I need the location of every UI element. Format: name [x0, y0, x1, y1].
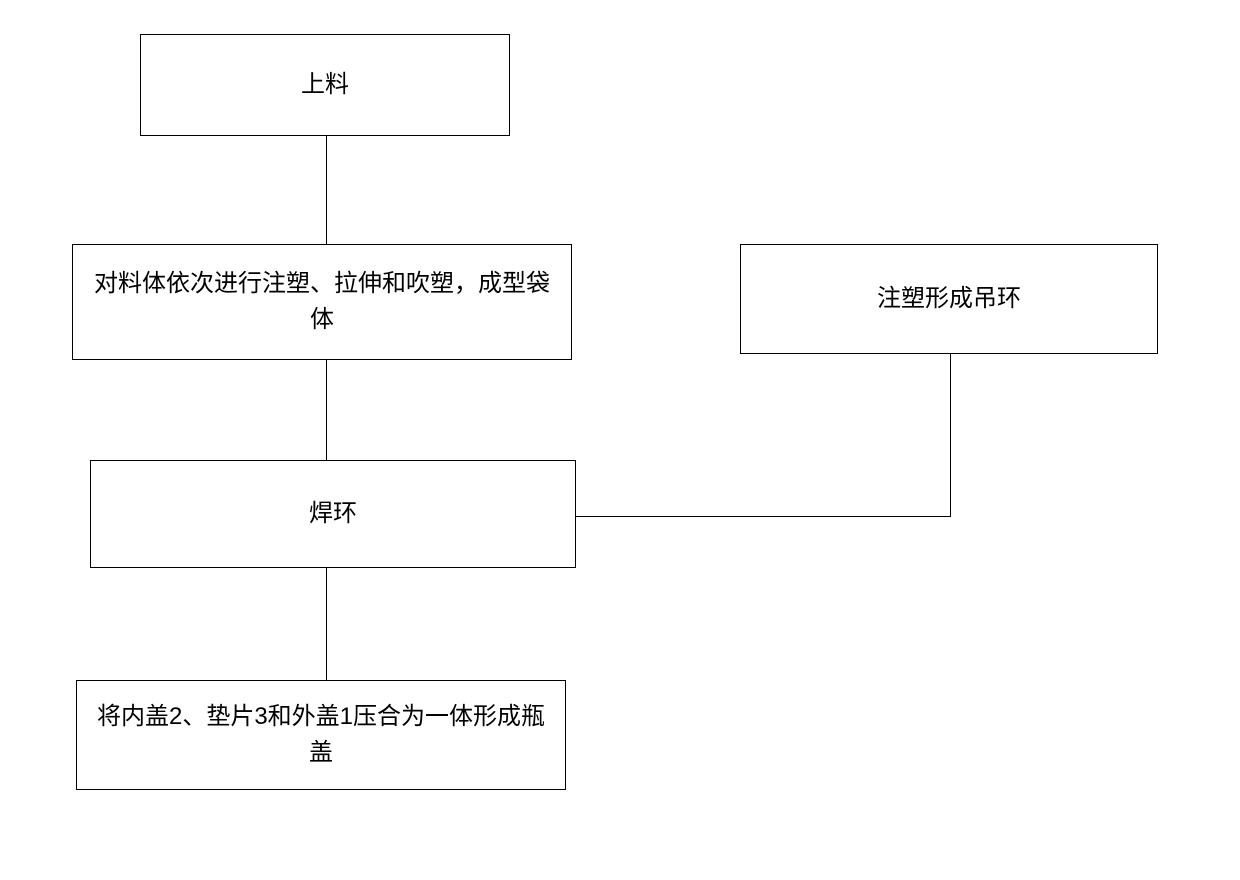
- node-label: 注塑形成吊环: [877, 281, 1021, 317]
- connector-2-4: [326, 360, 327, 460]
- flowchart-node-3: 注塑形成吊环: [740, 244, 1158, 354]
- flowchart-node-1: 上料: [140, 34, 510, 136]
- node-label: 上料: [301, 67, 349, 103]
- connector-1-2: [326, 136, 327, 244]
- flowchart-node-5: 将内盖2、垫片3和外盖1压合为一体形成瓶盖: [76, 680, 566, 790]
- flowchart-container: 上料 对料体依次进行注塑、拉伸和吹塑，成型袋体 注塑形成吊环 焊环 将内盖2、垫…: [0, 0, 1240, 880]
- connector-4-5: [326, 568, 327, 680]
- flowchart-node-4: 焊环: [90, 460, 576, 568]
- connector-3-4-h: [576, 516, 951, 517]
- node-label: 对料体依次进行注塑、拉伸和吹塑，成型袋体: [85, 266, 559, 338]
- node-label: 焊环: [309, 496, 357, 532]
- flowchart-node-2: 对料体依次进行注塑、拉伸和吹塑，成型袋体: [72, 244, 572, 360]
- connector-3-4-v: [950, 354, 951, 516]
- node-label: 将内盖2、垫片3和外盖1压合为一体形成瓶盖: [89, 699, 553, 771]
